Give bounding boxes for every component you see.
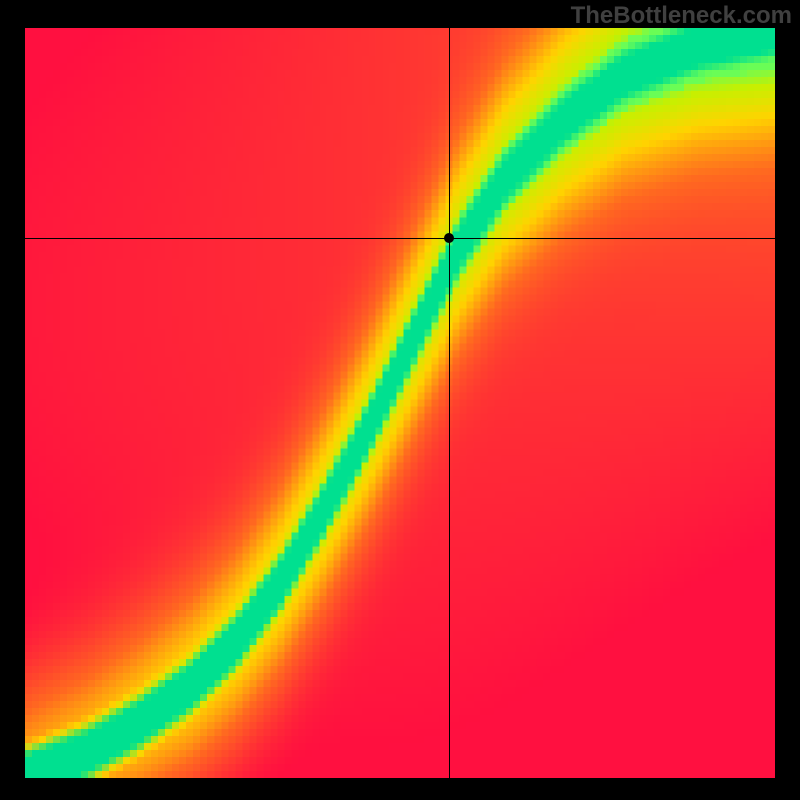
watermark-text: TheBottleneck.com xyxy=(571,2,792,30)
crosshair-horizontal xyxy=(25,238,775,239)
crosshair-vertical xyxy=(449,28,450,778)
crosshair-marker xyxy=(444,233,454,243)
heatmap-plot xyxy=(25,28,775,778)
heatmap-canvas xyxy=(25,28,775,778)
